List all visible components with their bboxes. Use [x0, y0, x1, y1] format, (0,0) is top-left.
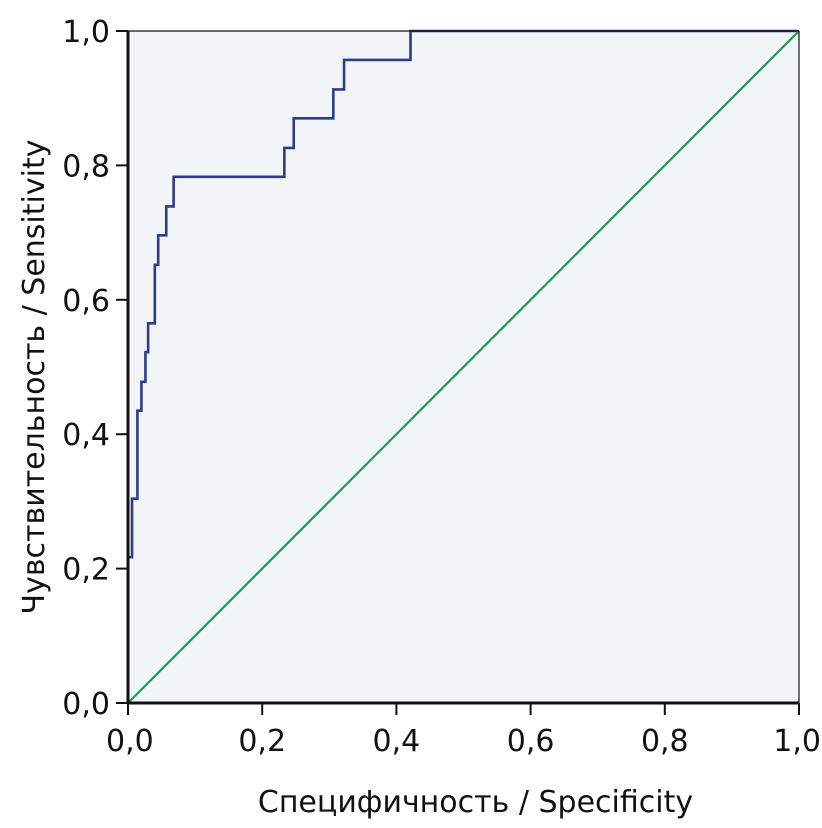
reference-diagonal-line [127, 30, 800, 704]
y-tick-label: 0,8 [62, 149, 110, 184]
x-tick-label: 1,0 [773, 724, 821, 759]
y-tick-label: 1,0 [62, 15, 110, 50]
y-tick-label: 0,4 [62, 418, 110, 453]
y-tick-label: 0,2 [62, 553, 110, 588]
x-axis-title: Специфичность / Specificity [258, 785, 693, 820]
x-axis-ticks: 0,0 0,2 0,4 0,6 0,8 1,0 [106, 703, 821, 759]
x-tick-label: 0,6 [507, 724, 555, 759]
y-axis-ticks: 0,0 0,2 0,4 0,6 0,8 1,0 [62, 15, 128, 722]
y-tick-label: 0,6 [62, 284, 110, 319]
y-axis-title: Чувствительность / Sensitivity [17, 140, 52, 615]
roc-curve-line [126, 29, 799, 703]
x-tick-label: 0,4 [373, 724, 421, 759]
series-layer [126, 29, 800, 704]
x-tick-label: 0,8 [641, 724, 689, 759]
x-tick-label: 0,2 [238, 724, 286, 759]
y-tick-label: 0,0 [62, 687, 110, 722]
x-tick-label: 0,0 [106, 724, 154, 759]
